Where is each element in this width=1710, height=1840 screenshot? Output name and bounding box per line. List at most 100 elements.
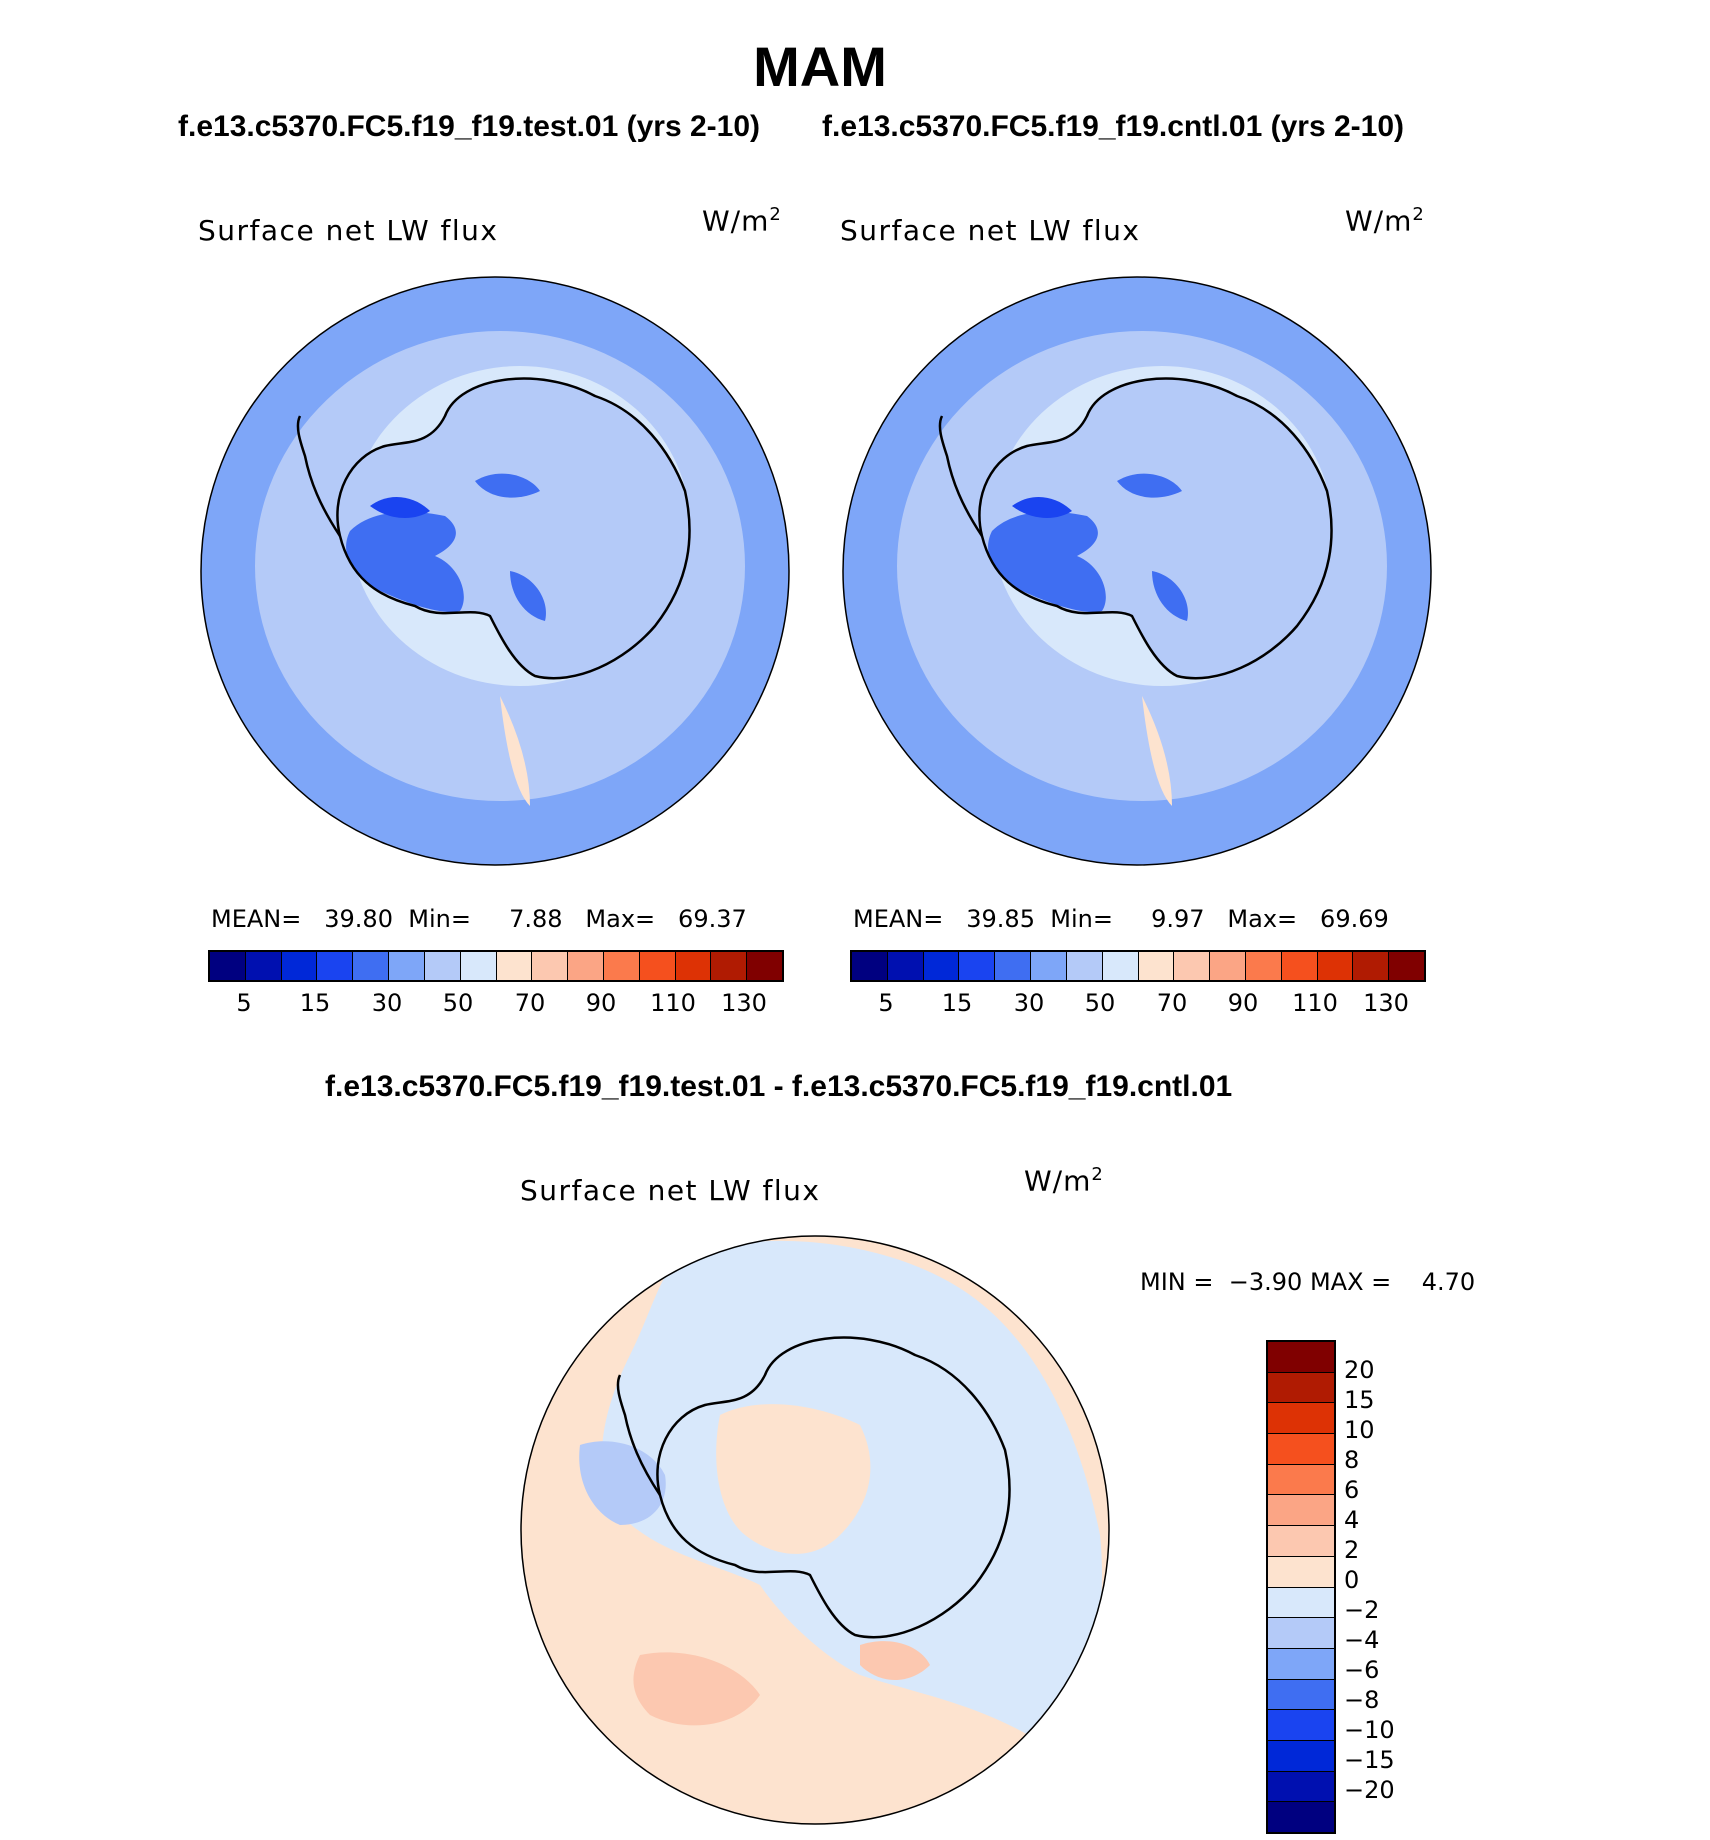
colorbar-swatch <box>1138 952 1175 980</box>
colorbar-swatch <box>1268 1342 1334 1373</box>
colorbar-swatch <box>1268 1587 1334 1619</box>
colorbar-swatch <box>1268 1403 1334 1435</box>
colorbar-test-ticks: 5 15 30 50 70 90 110 130 <box>208 989 780 1019</box>
tick-label: 90 <box>1227 989 1259 1017</box>
subtitle-test: f.e13.c5370.FC5.f19_f19.test.01 (yrs 2-1… <box>178 110 761 143</box>
colorbar-swatch <box>245 952 282 980</box>
colorbar-diff <box>1266 1340 1336 1834</box>
colorbar-swatch <box>1210 952 1246 980</box>
map-region <box>988 511 1106 612</box>
colorbar-swatch <box>568 952 604 980</box>
tick-label: 8 <box>1344 1446 1360 1474</box>
tick-label: −8 <box>1344 1686 1380 1714</box>
panel-diff-unit: W/m2 <box>1024 1164 1104 1198</box>
tick-label: 20 <box>1344 1356 1375 1384</box>
tick-label: 2 <box>1344 1536 1360 1564</box>
colorbar-swatch <box>711 952 748 980</box>
colorbar-swatch <box>1268 1526 1334 1557</box>
colorbar-swatch <box>1268 1679 1334 1711</box>
tick-label: 15 <box>1344 1386 1375 1414</box>
colorbar-swatch <box>1268 1495 1334 1527</box>
colorbar-swatch <box>1174 952 1211 980</box>
colorbar-swatch <box>496 952 533 980</box>
panel-cntl-title: Surface net LW flux <box>840 214 1141 247</box>
tick-label: −15 <box>1344 1746 1395 1774</box>
colorbar-swatch <box>1268 1618 1334 1649</box>
tick-label: 70 <box>514 989 546 1017</box>
colorbar-swatch <box>923 952 960 980</box>
colorbar-test <box>208 950 784 982</box>
tick-label: 4 <box>1344 1506 1360 1534</box>
colorbar-swatch <box>1268 1464 1334 1496</box>
subtitle-cntl: f.e13.c5370.FC5.f19_f19.cntl.01 (yrs 2-1… <box>822 110 1404 143</box>
colorbar-swatch <box>1031 952 1067 980</box>
colorbar-swatch <box>1281 952 1318 980</box>
map-cntl <box>842 276 1432 866</box>
map-region <box>633 1652 760 1726</box>
colorbar-swatch <box>532 952 569 980</box>
tick-label: 50 <box>442 989 474 1017</box>
colorbar-swatch <box>210 952 246 980</box>
colorbar-swatch <box>959 952 996 980</box>
colorbar-cntl <box>850 950 1426 982</box>
map-region <box>500 696 530 806</box>
colorbar-swatch <box>1317 952 1354 980</box>
colorbar-swatch <box>281 952 318 980</box>
colorbar-swatch <box>389 952 425 980</box>
colorbar-swatch <box>675 952 712 980</box>
tick-label: 5 <box>236 989 252 1017</box>
tick-label: 15 <box>941 989 973 1017</box>
colorbar-swatch <box>887 952 924 980</box>
map-region <box>860 1641 930 1680</box>
colorbar-swatch <box>424 952 461 980</box>
tick-label: 10 <box>1344 1416 1375 1444</box>
colorbar-swatch <box>1245 952 1282 980</box>
tick-label: 70 <box>1156 989 1188 1017</box>
colorbar-swatch <box>353 952 390 980</box>
colorbar-swatch <box>1268 1434 1334 1465</box>
map-region <box>346 511 464 612</box>
tick-label: 30 <box>371 989 403 1017</box>
colorbar-swatch <box>1268 1710 1334 1741</box>
colorbar-swatch <box>460 952 497 980</box>
colorbar-swatch <box>1353 952 1390 980</box>
tick-label: 110 <box>1292 989 1338 1017</box>
main-title: MAM <box>753 35 887 98</box>
map-test <box>200 276 790 866</box>
colorbar-swatch <box>1268 1771 1334 1803</box>
colorbar-swatch <box>639 952 676 980</box>
colorbar-swatch <box>1389 952 1424 980</box>
colorbar-swatch <box>1268 1372 1334 1404</box>
tick-label: 50 <box>1084 989 1116 1017</box>
panel-diff-stats: MIN = −3.90 MAX = 4.70 <box>1140 1268 1476 1296</box>
colorbar-swatch <box>1268 1740 1334 1772</box>
tick-label: 5 <box>878 989 894 1017</box>
colorbar-cntl-ticks: 5 15 30 50 70 90 110 130 <box>850 989 1422 1019</box>
panel-cntl-stats: MEAN= 39.85 Min= 9.97 Max= 69.69 <box>853 905 1389 933</box>
map-region <box>1117 473 1182 498</box>
colorbar-swatch <box>1268 1556 1334 1588</box>
tick-label: −20 <box>1344 1776 1395 1804</box>
colorbar-diff-ticks: 20 15 10 8 6 4 2 0 −2 −4 −6 −8 −10 −15 −… <box>1344 1340 1424 1830</box>
colorbar-swatch <box>1268 1648 1334 1680</box>
colorbar-swatch <box>1268 1802 1334 1832</box>
map-diff <box>520 1235 1110 1825</box>
tick-label: 110 <box>650 989 696 1017</box>
tick-label: −6 <box>1344 1656 1380 1684</box>
colorbar-swatch <box>603 952 640 980</box>
tick-label: 15 <box>299 989 331 1017</box>
colorbar-swatch <box>747 952 782 980</box>
panel-test-unit: W/m2 <box>702 204 782 238</box>
map-region <box>475 473 540 498</box>
tick-label: 0 <box>1344 1566 1360 1594</box>
tick-label: −2 <box>1344 1596 1380 1624</box>
colorbar-swatch <box>852 952 888 980</box>
colorbar-swatch <box>1102 952 1139 980</box>
tick-label: 6 <box>1344 1476 1360 1504</box>
map-region <box>1012 496 1072 518</box>
tick-label: 130 <box>721 989 767 1017</box>
diff-title: f.e13.c5370.FC5.f19_f19.test.01 - f.e13.… <box>325 1070 1233 1103</box>
panel-diff-title: Surface net LW flux <box>520 1174 821 1207</box>
map-region <box>510 571 546 621</box>
map-region <box>370 496 430 518</box>
